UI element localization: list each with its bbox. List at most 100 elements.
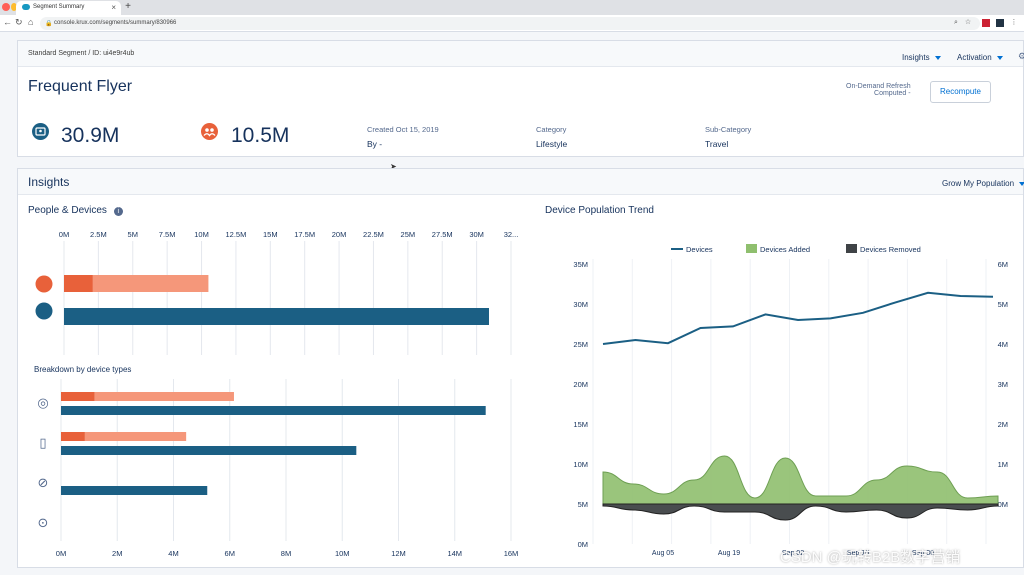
info-icon[interactable]: i: [113, 207, 123, 216]
x-axis-tick: Sep 16: [847, 550, 869, 557]
page-title: Frequent Flyer: [28, 78, 133, 95]
device-type-icon-safari: ⊘: [38, 475, 49, 490]
bar-devices-0: [64, 308, 489, 325]
x-tick-label: 6M: [225, 549, 235, 558]
segment-id: ui4e9r4ub: [103, 50, 135, 57]
device-type-icon-mobile-app: ▯: [39, 435, 46, 450]
legend-removed-label: Devices Removed: [860, 245, 921, 254]
legend-devices-label: Devices: [686, 245, 713, 254]
x-tick-label: 2.5M: [90, 230, 107, 239]
back-icon[interactable]: ←: [3, 17, 12, 27]
browser-menu-icon[interactable]: ⋮: [1010, 19, 1018, 26]
x-tick-label: 20M: [332, 230, 347, 239]
grow-population-menu[interactable]: Grow My Population: [942, 179, 1024, 188]
x-tick-label: 14M: [447, 549, 462, 558]
address-bar[interactable]: 🔒 console.krux.com/segments/summary/8309…: [40, 17, 980, 30]
trend-title: Device Population Trend: [545, 205, 654, 216]
breakdown-people-bar: [94, 392, 234, 401]
x-tick-label: 15M: [263, 230, 278, 239]
right-axis-tick: 5M: [998, 300, 1008, 309]
right-axis-tick: 2M: [998, 420, 1008, 429]
on-demand-refresh-label: On-Demand Refresh Computed -: [846, 83, 911, 97]
segment-summary-card: Standard Segment / ID: ui4e9r4ub Insight…: [17, 40, 1024, 171]
recompute-button[interactable]: Recompute: [930, 81, 991, 103]
close-window-icon[interactable]: [2, 3, 10, 11]
right-axis-tick: 3M: [998, 380, 1008, 389]
settings-gear-icon[interactable]: ⚙: [1018, 51, 1024, 61]
segment-header-strip: [18, 41, 1023, 67]
people-row-icon: [35, 275, 53, 293]
breakdown-title: Breakdown by device types: [34, 365, 132, 374]
breakdown-people-bar: [84, 432, 187, 441]
zoom-icon[interactable]: ⌕: [954, 19, 958, 26]
lock-icon: 🔒: [45, 21, 53, 27]
people-stat-icon: [32, 123, 49, 140]
legend-added-label: Devices Added: [760, 245, 810, 254]
breakdown-people-bar: [61, 392, 95, 401]
home-icon[interactable]: ⌂: [28, 17, 34, 27]
devices-line: [602, 291, 994, 345]
x-tick-label: 27.5M: [432, 230, 453, 239]
watermark: CSDN @玩转B2B数字营销: [780, 549, 961, 566]
breakdown-devices-bar: [61, 406, 486, 415]
activation-menu[interactable]: Activation: [957, 53, 1003, 62]
device-count: 10.5M: [231, 124, 290, 147]
device-trend-chart: 35M 30M 25M 20M 15M 10M 5M 0M 6M 5M 4M 3M 2M 1M 0M Aug …: [573, 244, 1008, 557]
subcategory-label: Sub-Category: [705, 125, 752, 134]
left-axis-tick: 15M: [573, 420, 588, 429]
insights-title: Insights: [28, 175, 70, 189]
category-value: Lifestyle: [536, 139, 568, 149]
x-tick-label: 2M: [112, 549, 122, 558]
extension-icon-2[interactable]: [996, 19, 1004, 27]
x-tick-label: 22.5M: [363, 230, 384, 239]
reload-icon[interactable]: ↻: [15, 17, 23, 27]
category-label: Category: [536, 125, 567, 134]
salesforce-cloud-icon: [22, 4, 30, 10]
tab-title: Segment Summary: [33, 4, 85, 10]
x-axis-tick: Sep 30: [912, 550, 934, 557]
x-tick-label: 7.5M: [159, 230, 176, 239]
insights-menu[interactable]: Insights: [902, 53, 941, 62]
bar-people-0: [64, 275, 93, 292]
left-axis-tick: 30M: [573, 300, 588, 309]
people-devices-title: People & Devices i: [28, 205, 123, 216]
x-tick-label: 17.5M: [294, 230, 315, 239]
devices-row-icon: [35, 302, 53, 320]
browser-tab[interactable]: Segment Summary ×: [16, 1, 121, 15]
x-tick-label: 16M: [504, 549, 519, 558]
x-tick-label: 0M: [56, 549, 66, 558]
right-axis-tick: 4M: [998, 340, 1008, 349]
breakdown-chart: 0M 2M 4M 6M 8M 10M 12M 14M 16M ◎ ▯ ⊘ ⊙: [37, 379, 519, 558]
minimize-window-icon[interactable]: [11, 3, 17, 11]
left-axis-tick: 20M: [573, 380, 588, 389]
subcategory-value: Travel: [705, 139, 729, 149]
breakdown-devices-bar: [61, 446, 357, 455]
x-axis-tick: Sep 02: [782, 550, 804, 557]
x-tick-label: 30M: [469, 230, 484, 239]
bar-people-1: [92, 275, 209, 292]
insights-card: Insights Grow My Population People & Dev…: [17, 168, 1024, 568]
left-axis-tick: 10M: [573, 460, 588, 469]
mouse-cursor: ➤: [390, 162, 397, 171]
extension-icon[interactable]: [982, 19, 990, 27]
x-tick-label: 12M: [391, 549, 406, 558]
x-tick-label: 10M: [335, 549, 350, 558]
devices-added-area: [602, 455, 999, 505]
right-axis-tick: 1M: [998, 460, 1008, 469]
browser-toolbar: ← ↻ ⌂ 🔒 console.krux.com/segments/summar…: [0, 15, 1024, 32]
close-tab-icon[interactable]: ×: [111, 3, 116, 12]
x-tick-label: 10M: [194, 230, 209, 239]
left-axis-tick: 5M: [578, 500, 588, 509]
left-axis-tick: 35M: [573, 260, 588, 269]
insights-header-strip: [18, 169, 1023, 195]
new-tab-button[interactable]: +: [125, 1, 131, 12]
left-axis-tick: 0M: [578, 540, 588, 549]
created-date: Created Oct 15, 2019: [367, 125, 439, 134]
people-count: 30.9M: [61, 124, 120, 147]
legend-added-swatch: [746, 244, 757, 253]
bookmark-star-icon[interactable]: ☆: [964, 19, 972, 26]
breakdown-people-bar: [61, 432, 85, 441]
legend-removed-swatch: [846, 244, 857, 253]
x-tick-label: 4M: [168, 549, 178, 558]
right-axis-tick: 6M: [998, 260, 1008, 269]
